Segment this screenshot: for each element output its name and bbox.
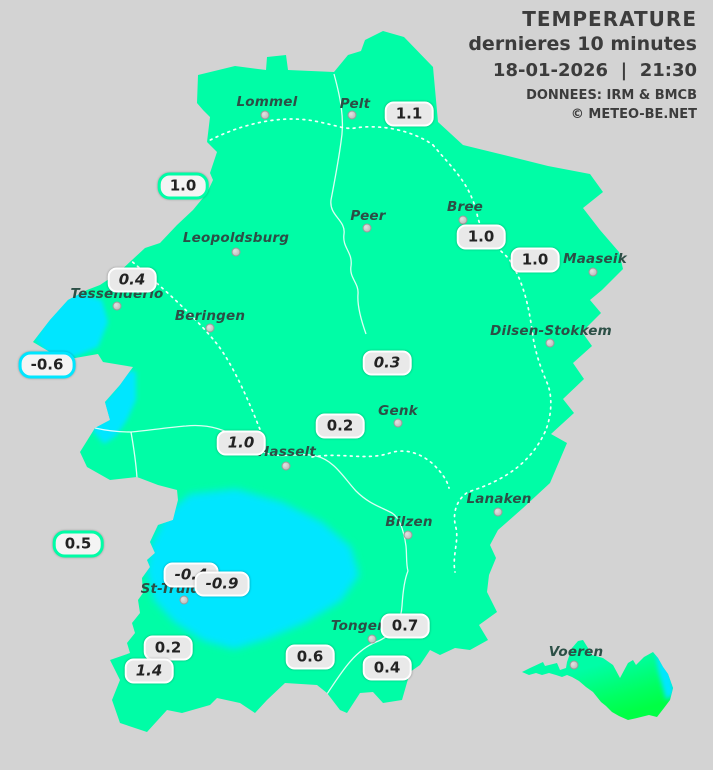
city-marker-dot bbox=[231, 247, 241, 257]
cold-patch-sint-truiden bbox=[146, 489, 359, 649]
city-marker-dot bbox=[569, 660, 579, 670]
city-label: Bree bbox=[446, 199, 484, 215]
city-label: Maaseik bbox=[563, 251, 627, 267]
temperature-value-label: 0.4 bbox=[362, 655, 412, 681]
province-shape bbox=[33, 31, 623, 732]
city-label: Beringen bbox=[174, 308, 246, 324]
header-source: DONNEES: IRM & BMCB bbox=[526, 87, 697, 103]
temperature-value-label: 0.2 bbox=[143, 635, 193, 661]
voeren-shape bbox=[522, 640, 673, 720]
temperature-value-label: 1.0 bbox=[456, 224, 506, 250]
city-label: Genk bbox=[378, 403, 418, 419]
city-label: Bilzen bbox=[385, 514, 433, 530]
header-datetime: 18-01-2026 | 21:30 bbox=[492, 59, 697, 81]
header-subtitle: dernieres 10 minutes bbox=[468, 33, 697, 55]
city-marker-dot bbox=[588, 267, 598, 277]
map-header: TEMPERATURE dernieres 10 minutes 18-01-2… bbox=[468, 6, 697, 125]
page-title: TEMPERATURE bbox=[522, 7, 697, 31]
city-marker-dot bbox=[112, 301, 122, 311]
city-marker-dot bbox=[458, 215, 468, 225]
temperature-value-label: -0.6 bbox=[18, 351, 76, 379]
temperature-value-label: 0.5 bbox=[52, 530, 104, 558]
city-marker-dot bbox=[393, 418, 403, 428]
city-marker-dot bbox=[260, 110, 270, 120]
temperature-value-label: 1.0 bbox=[157, 172, 209, 200]
city-label: Leopoldsburg bbox=[182, 230, 290, 246]
city-label: Voeren bbox=[548, 644, 604, 660]
city-marker-dot bbox=[493, 507, 503, 517]
river-line bbox=[330, 73, 367, 335]
temperature-value-label: 1.0 bbox=[510, 247, 560, 273]
temperature-value-label: 0.3 bbox=[362, 350, 412, 376]
temperature-value-label: 1.0 bbox=[216, 430, 266, 456]
city-marker-dot bbox=[403, 530, 413, 540]
city-label: Hasselt bbox=[257, 444, 317, 460]
temperature-value-label: 1.1 bbox=[384, 101, 434, 127]
river-line bbox=[94, 424, 409, 572]
temperature-value-label: 0.7 bbox=[380, 613, 430, 639]
city-label: Dilsen-Stokkem bbox=[490, 323, 612, 339]
temperature-value-label: 0.6 bbox=[285, 644, 335, 670]
city-marker-dot bbox=[545, 338, 555, 348]
cold-patch-herk bbox=[92, 371, 136, 444]
city-marker-dot bbox=[281, 461, 291, 471]
header-copyright: © METEO-BE.NET bbox=[570, 107, 697, 123]
city-label: Lanaken bbox=[466, 491, 532, 507]
city-label: Peer bbox=[350, 208, 386, 224]
municipal-boundary-line bbox=[453, 431, 546, 573]
municipal-boundary-line bbox=[432, 144, 552, 433]
temperature-value-label: 1.4 bbox=[124, 658, 174, 684]
city-marker-dot bbox=[362, 223, 372, 233]
city-label: Lommel bbox=[236, 94, 298, 110]
city-marker-dot bbox=[367, 634, 377, 644]
temperature-value-label: -0.9 bbox=[194, 571, 250, 597]
temperature-value-label: 0.2 bbox=[315, 413, 365, 439]
city-label: Pelt bbox=[339, 96, 371, 112]
temperature-value-label: 0.4 bbox=[107, 267, 157, 293]
municipal-boundary-line bbox=[311, 450, 450, 489]
city-marker-dot bbox=[179, 595, 189, 605]
city-marker-dot bbox=[205, 323, 215, 333]
city-marker-dot bbox=[347, 110, 357, 120]
